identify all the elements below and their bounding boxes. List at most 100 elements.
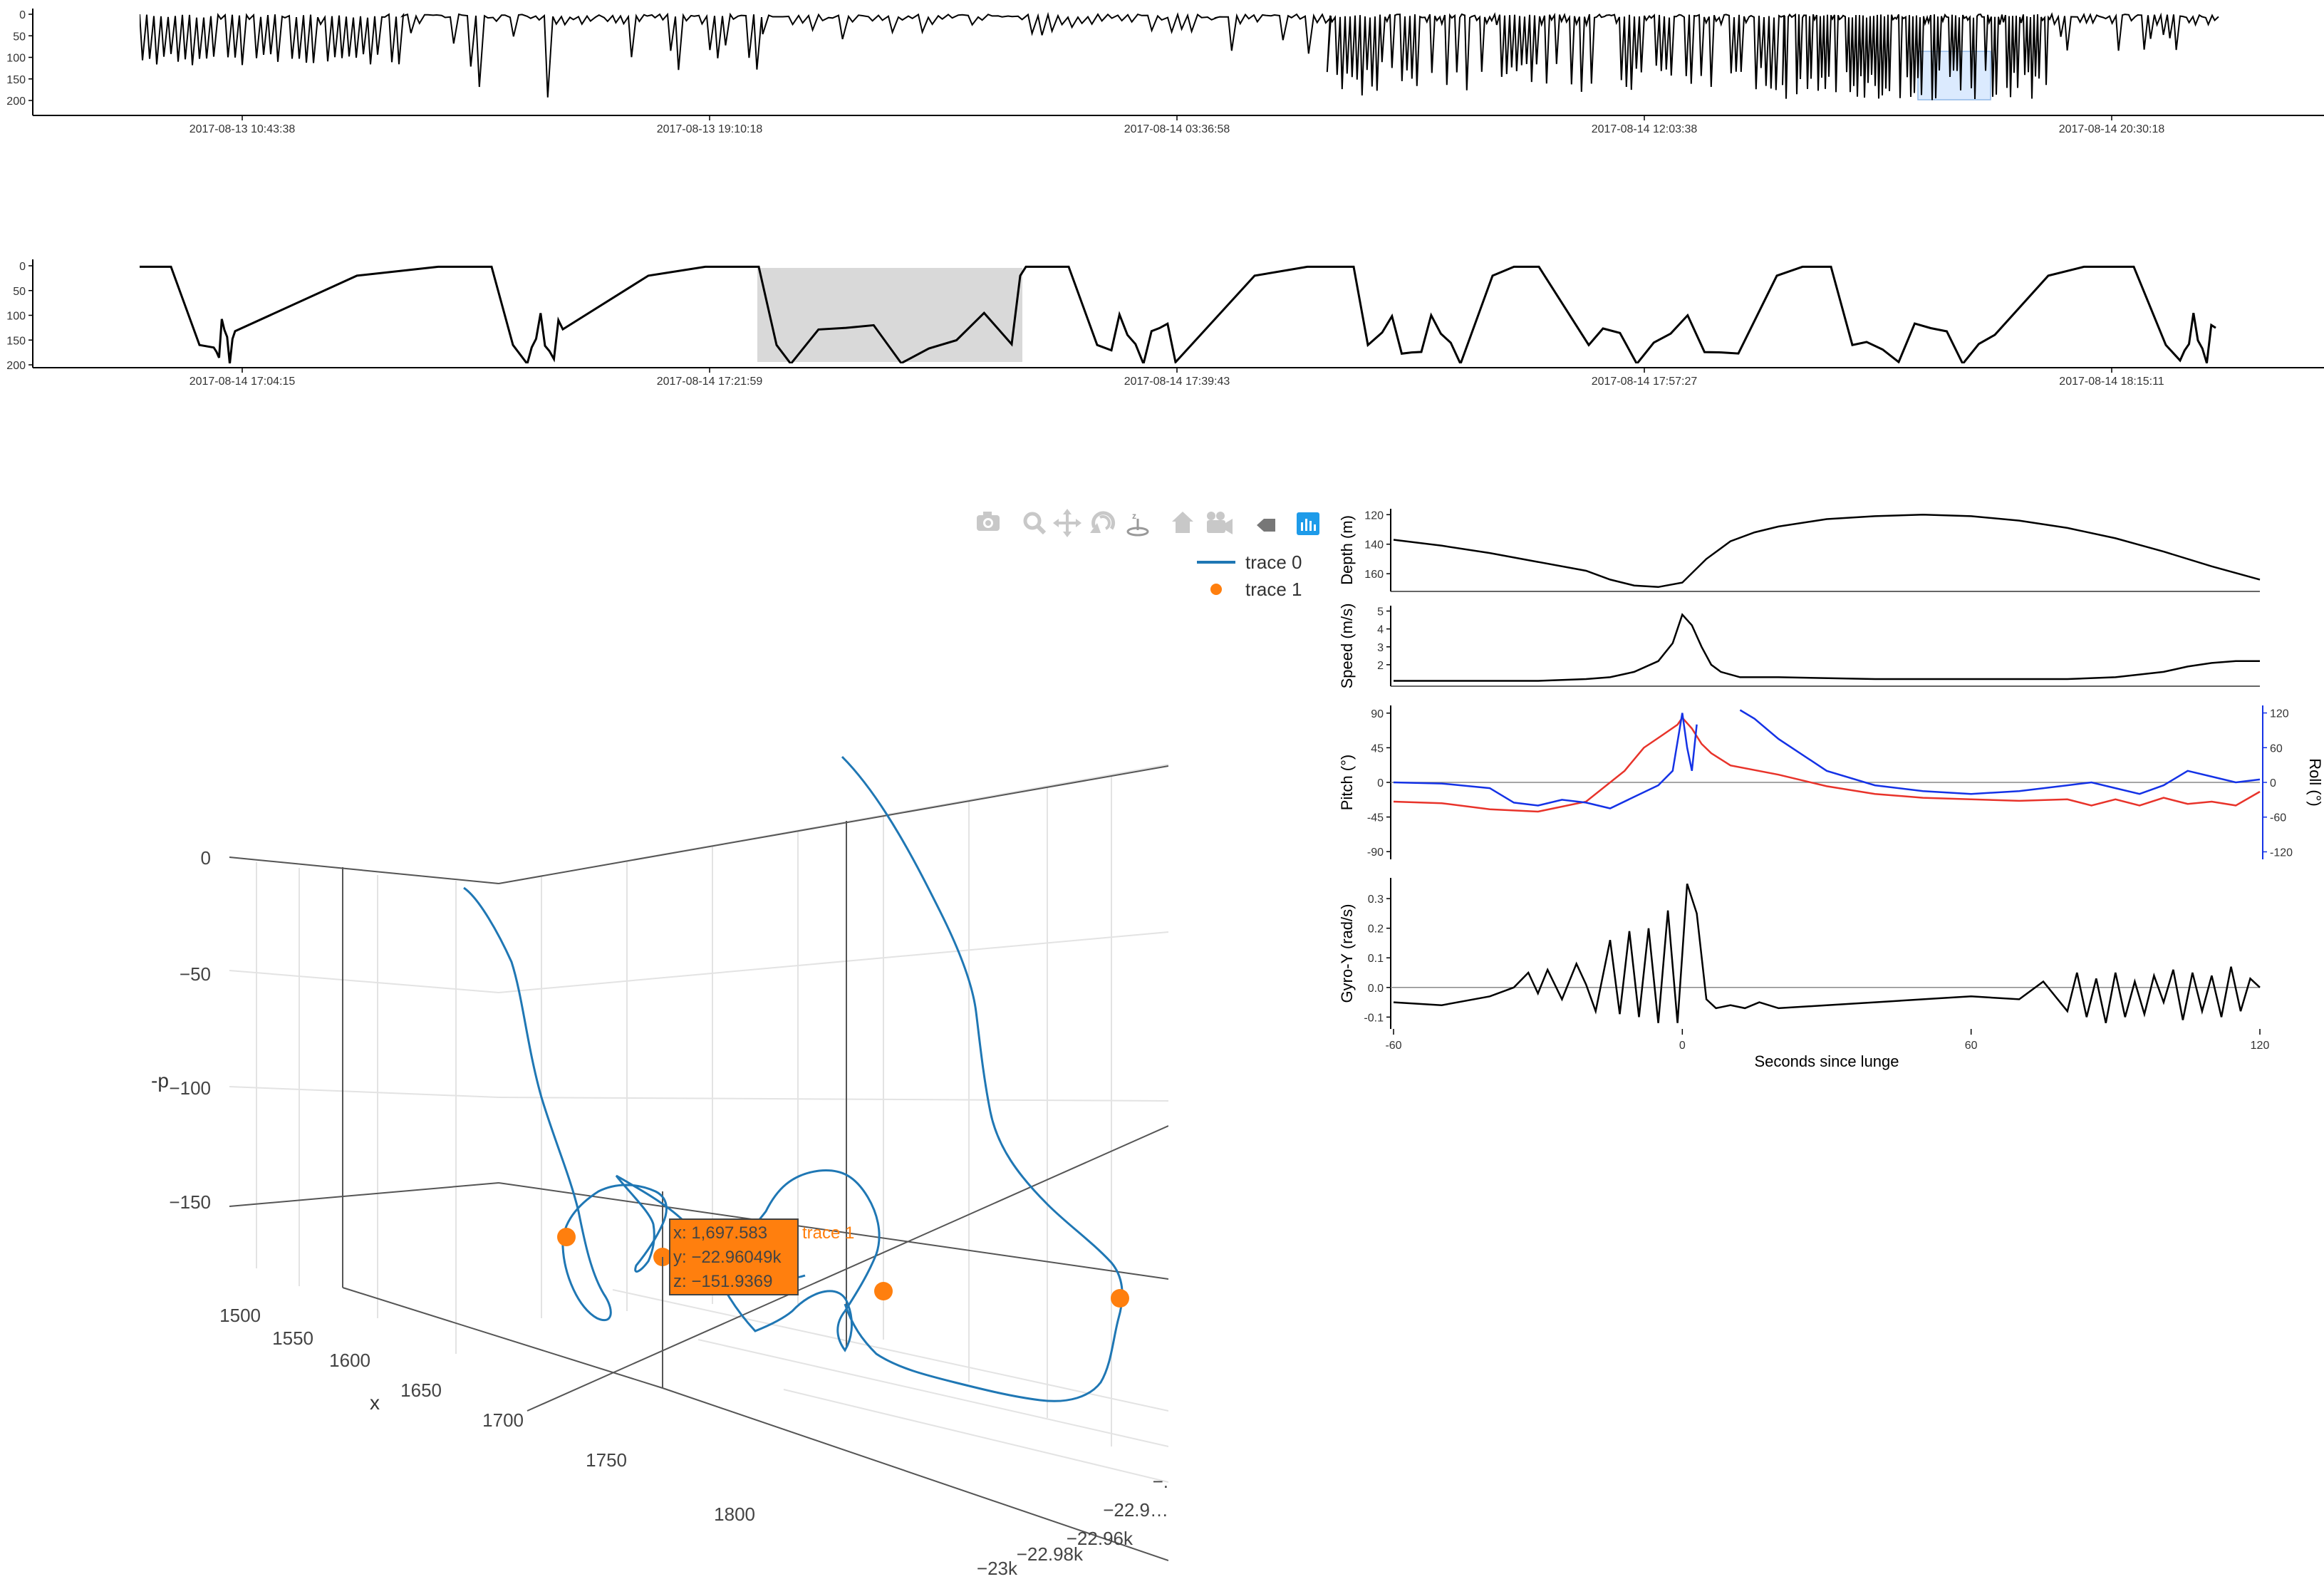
y2-tick-label: -120 bbox=[2270, 847, 2293, 859]
z-axis-ticks: 0 −50 −100 −150 bbox=[169, 847, 211, 1213]
hover-label: x: 1,697.583 y: −22.96049k z: −151.9369 … bbox=[669, 1218, 854, 1295]
camera-video-icon[interactable] bbox=[1207, 512, 1233, 534]
x-tick-label: 2017-08-13 19:10:18 bbox=[657, 123, 763, 135]
x-axis-title: x bbox=[370, 1392, 380, 1414]
panel-y-label: Speed (m/s) bbox=[1338, 604, 1356, 689]
panel-y-label: Depth (m) bbox=[1338, 515, 1356, 585]
z-tick-label: −100 bbox=[169, 1077, 211, 1099]
x-tick-label: 2017-08-14 18:15:11 bbox=[2059, 376, 2164, 388]
hover-x-value: x: 1,697.583 bbox=[673, 1223, 767, 1243]
panel-y2-label: Roll (°) bbox=[2306, 758, 2324, 806]
svg-text:z: z bbox=[1132, 511, 1136, 521]
home-icon[interactable] bbox=[1172, 512, 1193, 533]
panel-y-label: Gyro-Y (rad/s) bbox=[1338, 904, 1356, 1003]
z-axis-title: -p bbox=[151, 1070, 169, 1092]
legend-label-trace-1: trace 1 bbox=[1245, 579, 1302, 600]
trace-0-line[interactable] bbox=[463, 755, 1124, 1402]
overview-y-ticks: 0 50 100 150 200 bbox=[6, 9, 33, 108]
x-tick-label: 1800 bbox=[714, 1503, 755, 1525]
y-tick-label: 4 bbox=[1377, 624, 1384, 636]
y-tick-label: −23k bbox=[977, 1558, 1018, 1579]
scene-axes bbox=[229, 765, 1168, 1561]
trace-1-point[interactable] bbox=[557, 1228, 576, 1246]
x-tick-label: 2017-08-14 17:04:15 bbox=[190, 376, 296, 388]
lunge-x-ticks: -60 0 60 120 bbox=[1385, 1029, 2269, 1052]
overview-depth-line bbox=[140, 11, 2219, 100]
y2-tick-label: 0 bbox=[2270, 777, 2276, 790]
x-tick-label: 2017-08-14 20:30:18 bbox=[2059, 123, 2165, 135]
tag-icon[interactable] bbox=[1257, 519, 1275, 532]
x-tick-label: 2017-08-14 03:36:58 bbox=[1124, 123, 1230, 135]
plotly-logo-icon[interactable] bbox=[1297, 512, 1319, 535]
x-tick-label: -60 bbox=[1385, 1040, 1401, 1052]
modebar[interactable]: z bbox=[977, 509, 1319, 537]
overview-x-ticks: 2017-08-13 10:43:38 2017-08-13 19:10:18 20… bbox=[190, 115, 2165, 135]
lunge-panel-2: 2 3 4 5 Speed (m/s) bbox=[1338, 604, 2260, 689]
y2-tick-label: 60 bbox=[2270, 742, 2283, 755]
x-tick-label: 1700 bbox=[482, 1409, 524, 1431]
lunge-x-axis-title: Seconds since lunge bbox=[1754, 1052, 1899, 1070]
z-tick-label: −50 bbox=[180, 963, 211, 985]
legend[interactable]: trace 0 trace 1 bbox=[1197, 552, 1302, 600]
panel-y-label: Pitch (°) bbox=[1338, 755, 1356, 810]
y-tick-label: 50 bbox=[13, 286, 26, 298]
legend-item-trace-1[interactable]: trace 1 bbox=[1210, 579, 1302, 600]
x-tick-label: 1500 bbox=[219, 1305, 261, 1326]
x-axis-ticks: 1500 1550 1600 1650 1700 1750 1800 bbox=[219, 1305, 755, 1525]
x-tick-label: 1550 bbox=[272, 1327, 313, 1349]
x-tick-label: 1600 bbox=[329, 1350, 370, 1371]
lunge-panel-3: -90 -45 0 45 90 Pitch (°) -120 -60 0 60 120 Roll (°… bbox=[1338, 705, 2324, 859]
y-tick-label: 0.1 bbox=[1368, 953, 1384, 965]
x-tick-label: 120 bbox=[2251, 1040, 2270, 1052]
track-3d-scene[interactable]: 0 −50 −100 −150 -p 1500 1550 1600 1650 1700 1750… bbox=[151, 755, 1168, 1579]
x-tick-label: 1750 bbox=[586, 1449, 627, 1471]
y2-tick-label: 120 bbox=[2270, 708, 2289, 720]
trace-1-point[interactable] bbox=[874, 1282, 893, 1300]
orbit-rotation-icon[interactable] bbox=[1090, 511, 1116, 533]
legend-label-trace-0: trace 0 bbox=[1245, 552, 1302, 573]
hover-z-value: z: −151.9369 bbox=[673, 1272, 772, 1291]
y-tick-label: 45 bbox=[1371, 742, 1384, 755]
hover-y-value: y: −22.96049k bbox=[673, 1248, 782, 1267]
turntable-icon[interactable]: z bbox=[1126, 511, 1149, 537]
zoom-y-ticks: 0 50 100 150 200 bbox=[6, 261, 33, 372]
y-tick-label: 0 bbox=[1377, 777, 1384, 790]
y-tick-label: 0.2 bbox=[1368, 923, 1384, 936]
series-line bbox=[1393, 514, 2261, 589]
legend-item-trace-0[interactable]: trace 0 bbox=[1197, 552, 1302, 573]
y-tick-label: 0.3 bbox=[1368, 894, 1384, 906]
series-line bbox=[1393, 709, 2261, 809]
z-tick-label: 0 bbox=[201, 847, 211, 869]
x-tick-label: 2017-08-14 12:03:38 bbox=[1592, 123, 1698, 135]
hover-trace-name: trace 1 bbox=[802, 1223, 854, 1243]
y-tick-label: -0.1 bbox=[1364, 1012, 1384, 1024]
trace-1-point[interactable] bbox=[1111, 1289, 1129, 1308]
pan-icon[interactable] bbox=[1053, 509, 1081, 537]
x-tick-label: 2017-08-14 17:21:59 bbox=[657, 376, 763, 388]
camera-icon[interactable] bbox=[977, 512, 1000, 531]
lunge-panel-1: 120 140 160 Depth (m) bbox=[1338, 509, 2261, 592]
zoom-icon[interactable] bbox=[1023, 512, 1047, 535]
zoom-x-ticks: 2017-08-14 17:04:15 2017-08-14 17:21:59 20… bbox=[190, 368, 2164, 388]
series-line bbox=[1393, 716, 2261, 813]
x-tick-label: 2017-08-14 17:57:27 bbox=[1592, 376, 1698, 388]
y-tick-label: 100 bbox=[6, 311, 26, 323]
y-tick-label: 100 bbox=[6, 53, 26, 65]
y-tick-label: 200 bbox=[6, 95, 26, 108]
x-tick-label: 1650 bbox=[400, 1380, 442, 1401]
x-tick-label: 2017-08-14 17:39:43 bbox=[1124, 376, 1230, 388]
series-line bbox=[1393, 883, 2261, 1023]
trace-1-markers[interactable] bbox=[557, 1228, 1129, 1388]
y-tick-label: -45 bbox=[1367, 812, 1384, 824]
x-tick-label: 0 bbox=[1679, 1040, 1686, 1052]
y-tick-label: 2 bbox=[1377, 660, 1384, 672]
hover-label-box bbox=[669, 1218, 799, 1295]
y-tick-label: 200 bbox=[6, 360, 26, 372]
y-tick-label: 150 bbox=[6, 74, 26, 86]
y-tick-label: 160 bbox=[1364, 569, 1384, 581]
y-tick-label: 50 bbox=[13, 31, 26, 43]
